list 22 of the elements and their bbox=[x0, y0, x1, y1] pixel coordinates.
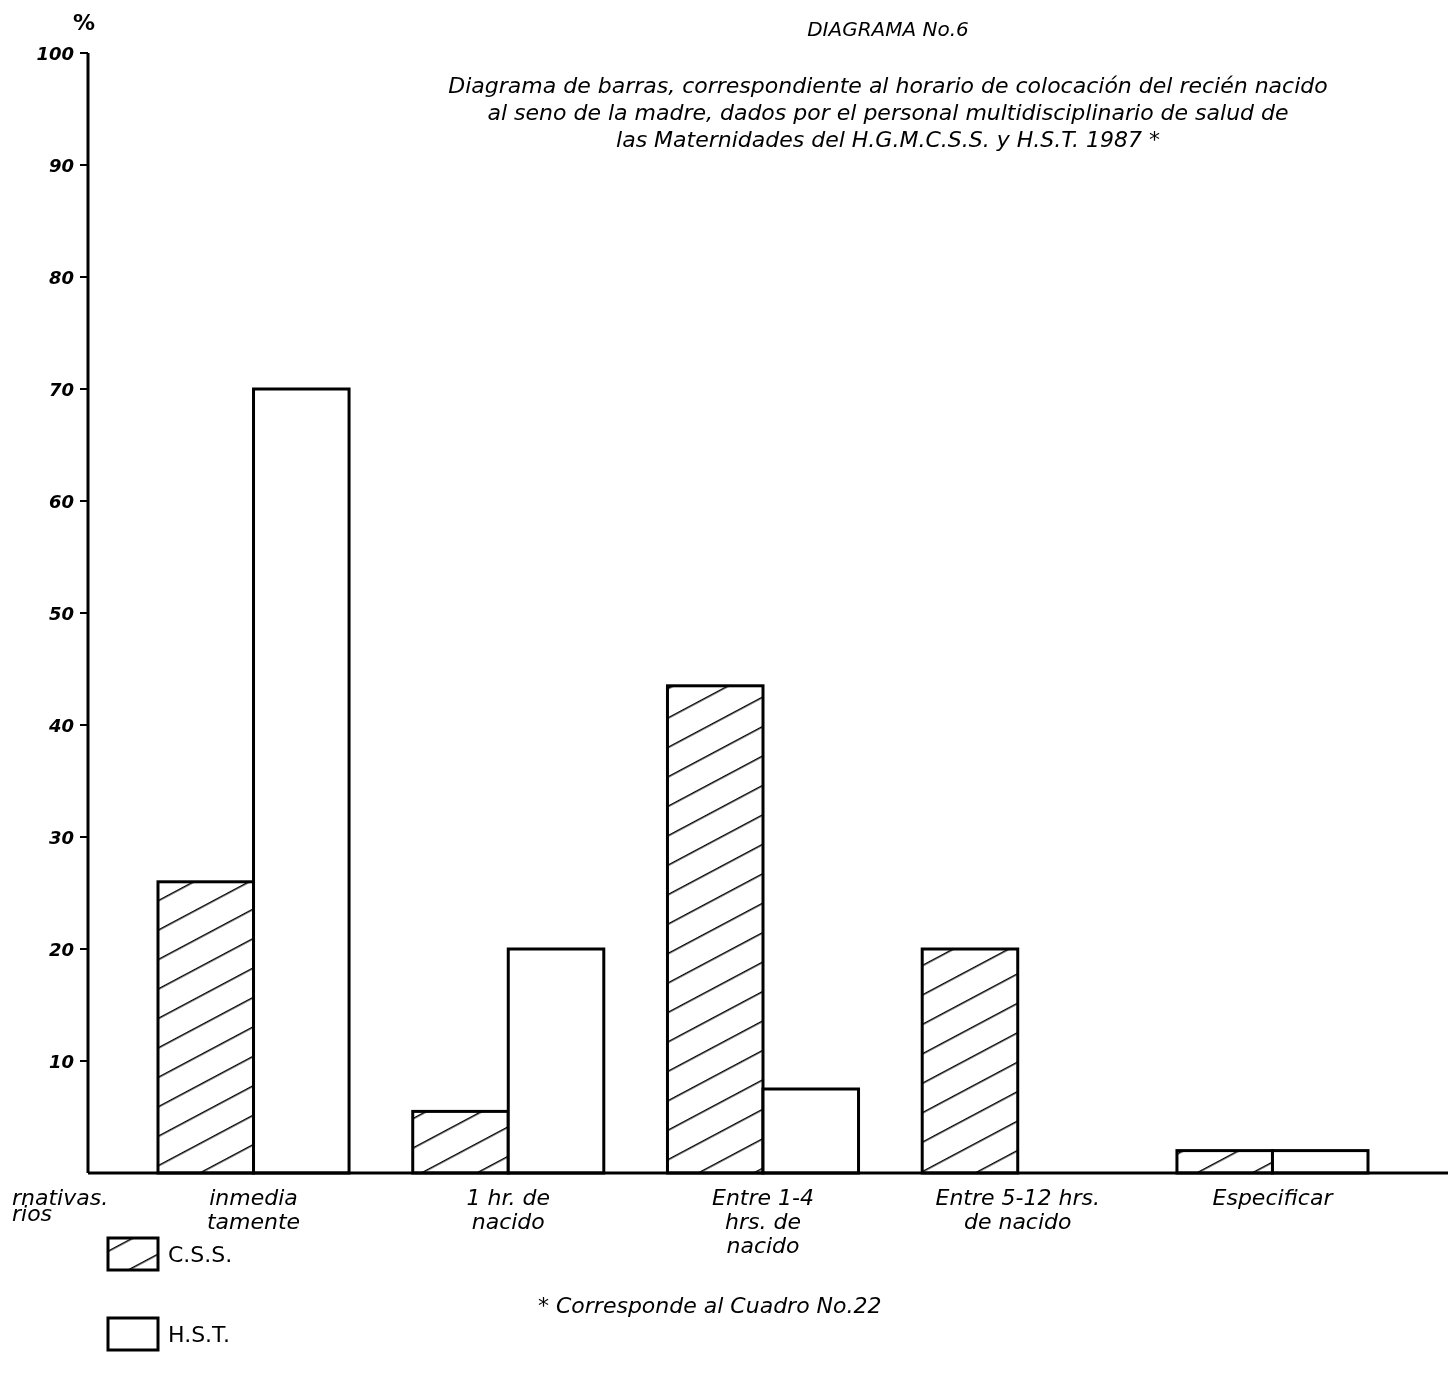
y-tick-label: 20 bbox=[48, 939, 74, 960]
y-tick-label: 40 bbox=[47, 715, 74, 736]
x-tick-label: Especificar bbox=[1212, 1185, 1335, 1210]
x-tick-label: inmedia tamente bbox=[206, 1185, 301, 1234]
y-tick-label: 60 bbox=[48, 491, 74, 512]
legend-label: H.S.T. bbox=[168, 1322, 230, 1347]
x-tick-label: 1 hr. de nacido bbox=[466, 1185, 550, 1234]
chart-title: DIAGRAMA No.6 bbox=[807, 17, 969, 41]
y-tick-label: 10 bbox=[48, 1051, 74, 1072]
y-axis-title: % bbox=[72, 10, 96, 35]
text: Diagrama de barras, correspondiente al horario de colocación del recién nacido al seno de la madre, dados por el personal multidisciplinario de salud de las Maternidades del H.G.M.C.S.S. y H.S.T. 1987 * bbox=[448, 73, 1328, 152]
text: * Corresponde al Cuadro No.22 bbox=[538, 1293, 882, 1318]
y-tick-label: 70 bbox=[48, 379, 74, 400]
y-tick-label: 30 bbox=[48, 827, 74, 848]
y-tick-label: 90 bbox=[48, 155, 74, 176]
y-tick-label: 80 bbox=[48, 267, 74, 288]
y-tick-label: 100 bbox=[36, 43, 74, 64]
legend-label: C.S.S. bbox=[168, 1242, 233, 1267]
y-tick-label: 50 bbox=[48, 603, 74, 624]
text: rnativas. rios bbox=[12, 1185, 109, 1226]
x-tick-label: Entre 5-12 hrs. de nacido bbox=[935, 1185, 1100, 1234]
x-tick-label: Entre 1-4 hrs. de nacido bbox=[712, 1185, 814, 1258]
